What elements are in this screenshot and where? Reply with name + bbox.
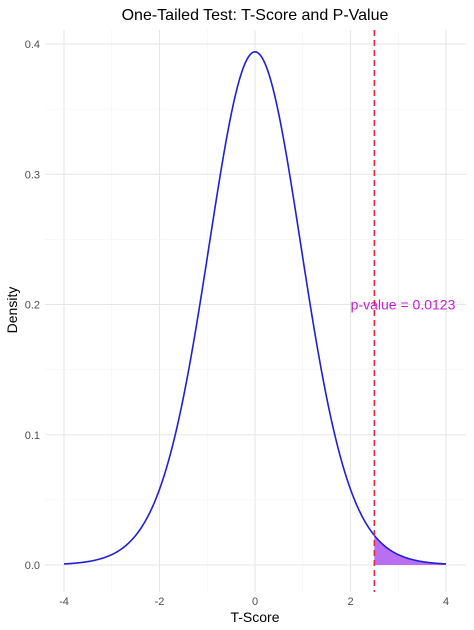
x-tick-label: -2 <box>155 596 165 608</box>
y-tick-label: 0.2 <box>25 300 40 312</box>
x-tick-label: -4 <box>59 596 69 608</box>
x-tick-label: 4 <box>443 596 449 608</box>
x-tick-label: 2 <box>347 596 353 608</box>
p-value-annotation: p-value = 0.0123 <box>351 297 456 313</box>
y-tick-label: 0.0 <box>25 560 40 572</box>
shaded-area-group <box>374 535 446 565</box>
gridlines <box>45 30 466 592</box>
tick-labels: -4 -2 0 2 4 0.0 0.1 0.2 0.3 0.4 <box>25 39 449 608</box>
y-tick-label: 0.1 <box>25 430 40 442</box>
y-tick-label: 0.4 <box>25 39 40 51</box>
p-value-shaded-area <box>374 535 446 565</box>
x-tick-label: 0 <box>252 596 258 608</box>
x-axis-title: T-Score <box>230 609 279 625</box>
annotation-group: p-value = 0.0123 <box>351 297 456 313</box>
y-tick-label: 0.3 <box>25 169 40 181</box>
chart-title: One-Tailed Test: T-Score and P-Value <box>122 7 389 24</box>
density-curve <box>63 51 447 565</box>
y-axis-title: Density <box>4 287 20 334</box>
density-curve-group <box>63 51 447 565</box>
